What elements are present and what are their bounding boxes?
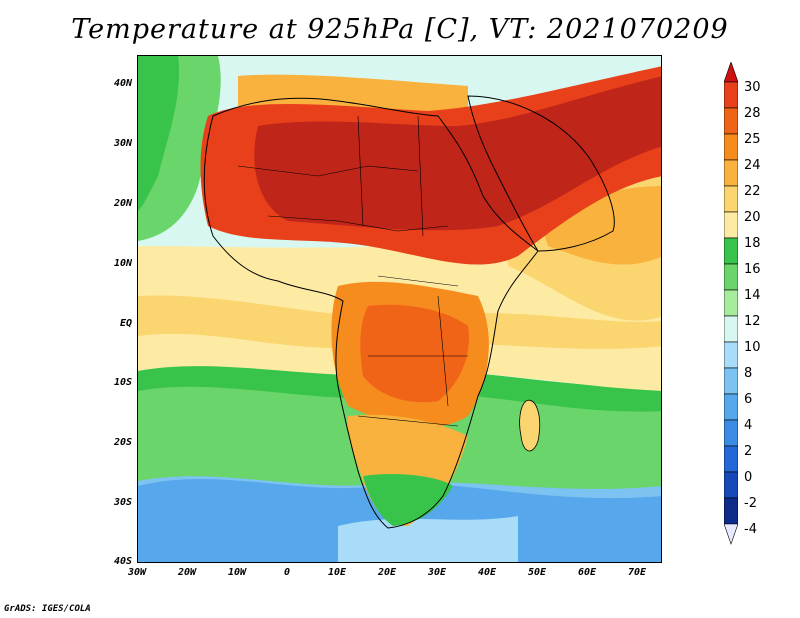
lon-label-10w: 10W [227, 567, 247, 578]
colorbar-label: 16 [744, 262, 761, 277]
temperature-map [137, 55, 662, 563]
lon-label-40e: 40E [477, 567, 497, 578]
lat-label-10s: 10S [113, 377, 132, 388]
colorbar-label: 0 [744, 470, 753, 485]
lat-label-40n: 40N [113, 78, 132, 89]
colorbar-label: 24 [744, 158, 761, 173]
colorbar-label: -2 [744, 496, 757, 511]
colorbar-segment [723, 393, 739, 421]
colorbar-top-arrow [723, 61, 739, 83]
lon-label-10e: 10E [327, 567, 347, 578]
lon-label-50e: 50E [527, 567, 547, 578]
colorbar-segment [723, 315, 739, 343]
colorbar-segment [723, 367, 739, 395]
lon-label-70e: 70E [627, 567, 647, 578]
lat-label-40s: 40S [113, 556, 132, 567]
lat-label-eq: EQ [119, 318, 132, 329]
africa-coastline [203, 97, 539, 529]
madagascar [519, 399, 541, 452]
lon-label-0: 0 [283, 567, 291, 578]
lon-label-60e: 60E [577, 567, 597, 578]
lon-label-30w: 30W [127, 567, 147, 578]
colorbar-label: 12 [744, 314, 761, 329]
colorbar-segment [723, 263, 739, 291]
arabia-outline [467, 95, 615, 252]
lat-label-20n: 20N [113, 198, 132, 209]
lon-label-20e: 20E [377, 567, 397, 578]
colorbar-segment [723, 497, 739, 525]
colorbar-label: 18 [744, 236, 761, 251]
credit-text: GrADS: IGES/COLA [4, 604, 91, 614]
country-borders [237, 115, 468, 427]
colorbar-segment [723, 445, 739, 473]
colorbar-label: 10 [744, 340, 761, 355]
lat-label-10n: 10N [113, 258, 132, 269]
colorbar-segment [723, 133, 739, 161]
colorbar-label: 25 [744, 132, 761, 147]
colorbar-label: 20 [744, 210, 761, 225]
colorbar-label: 6 [744, 392, 753, 407]
lon-label-20w: 20W [177, 567, 197, 578]
colorbar-label: 14 [744, 288, 761, 303]
colorbar-label: 4 [744, 418, 753, 433]
colorbar-label: -4 [744, 522, 757, 537]
colorbar-label: 2 [744, 444, 753, 459]
lat-label-30s: 30S [113, 497, 132, 508]
colorbar-label: 28 [744, 106, 761, 121]
colorbar-bottom-arrow [723, 523, 739, 545]
colorbar-segment [723, 289, 739, 317]
lat-label-20s: 20S [113, 437, 132, 448]
map-title: Temperature at 925hPa [C], VT: 202107020… [71, 14, 729, 45]
colorbar-segment [723, 81, 739, 109]
colorbar [723, 61, 739, 562]
colorbar-segment [723, 107, 739, 135]
colorbar-segment [723, 419, 739, 447]
colorbar-segment [723, 185, 739, 213]
lon-label-30e: 30E [427, 567, 447, 578]
colorbar-label: 8 [744, 366, 753, 381]
colorbar-label: 22 [744, 184, 761, 199]
colorbar-segment [723, 471, 739, 499]
colorbar-segment [723, 237, 739, 265]
colorbar-segment [723, 211, 739, 239]
lat-label-30n: 30N [113, 138, 132, 149]
colorbar-segment [723, 341, 739, 369]
colorbar-label: 30 [744, 80, 761, 95]
colorbar-segment [723, 159, 739, 187]
